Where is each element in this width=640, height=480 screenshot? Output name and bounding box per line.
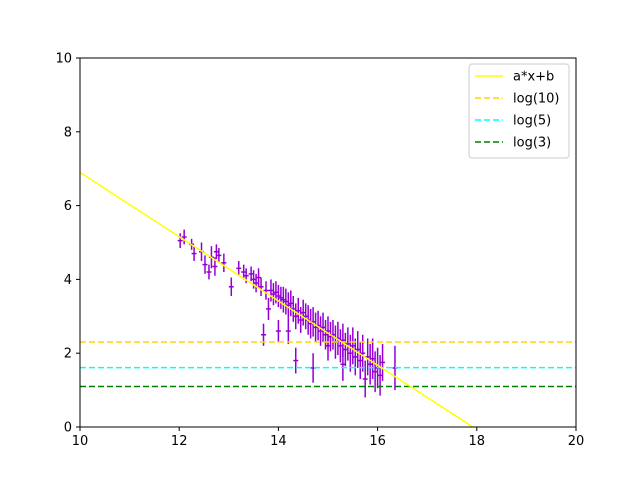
x-tick-label: 10 — [72, 434, 89, 449]
legend-box — [468, 63, 570, 159]
x-tick-label: 16 — [369, 434, 386, 449]
legend: a*x+b log(10) log(5) log(3) — [468, 63, 570, 159]
y-tick-label: 0 — [64, 421, 72, 436]
y-tick-label: 10 — [55, 52, 72, 67]
legend-label: log(3) — [513, 136, 551, 151]
x-axis: 10 12 14 16 18 20 — [72, 427, 585, 449]
legend-label: log(10) — [513, 92, 560, 107]
y-tick-label: 8 — [64, 125, 72, 140]
x-tick-label: 14 — [270, 434, 287, 449]
y-tick-label: 6 — [64, 199, 72, 214]
x-tick-label: 18 — [469, 434, 486, 449]
y-tick-label: 2 — [64, 347, 72, 362]
legend-label: log(5) — [513, 114, 551, 129]
legend-label: a*x+b — [513, 70, 554, 85]
plot-frame — [79, 57, 577, 428]
data-layer — [80, 171, 576, 427]
x-tick-label: 20 — [568, 434, 585, 449]
fit-line — [80, 171, 474, 427]
y-tick-label: 4 — [64, 273, 72, 288]
y-axis: 0 2 4 6 8 10 — [55, 52, 80, 436]
x-tick-label: 12 — [171, 434, 188, 449]
